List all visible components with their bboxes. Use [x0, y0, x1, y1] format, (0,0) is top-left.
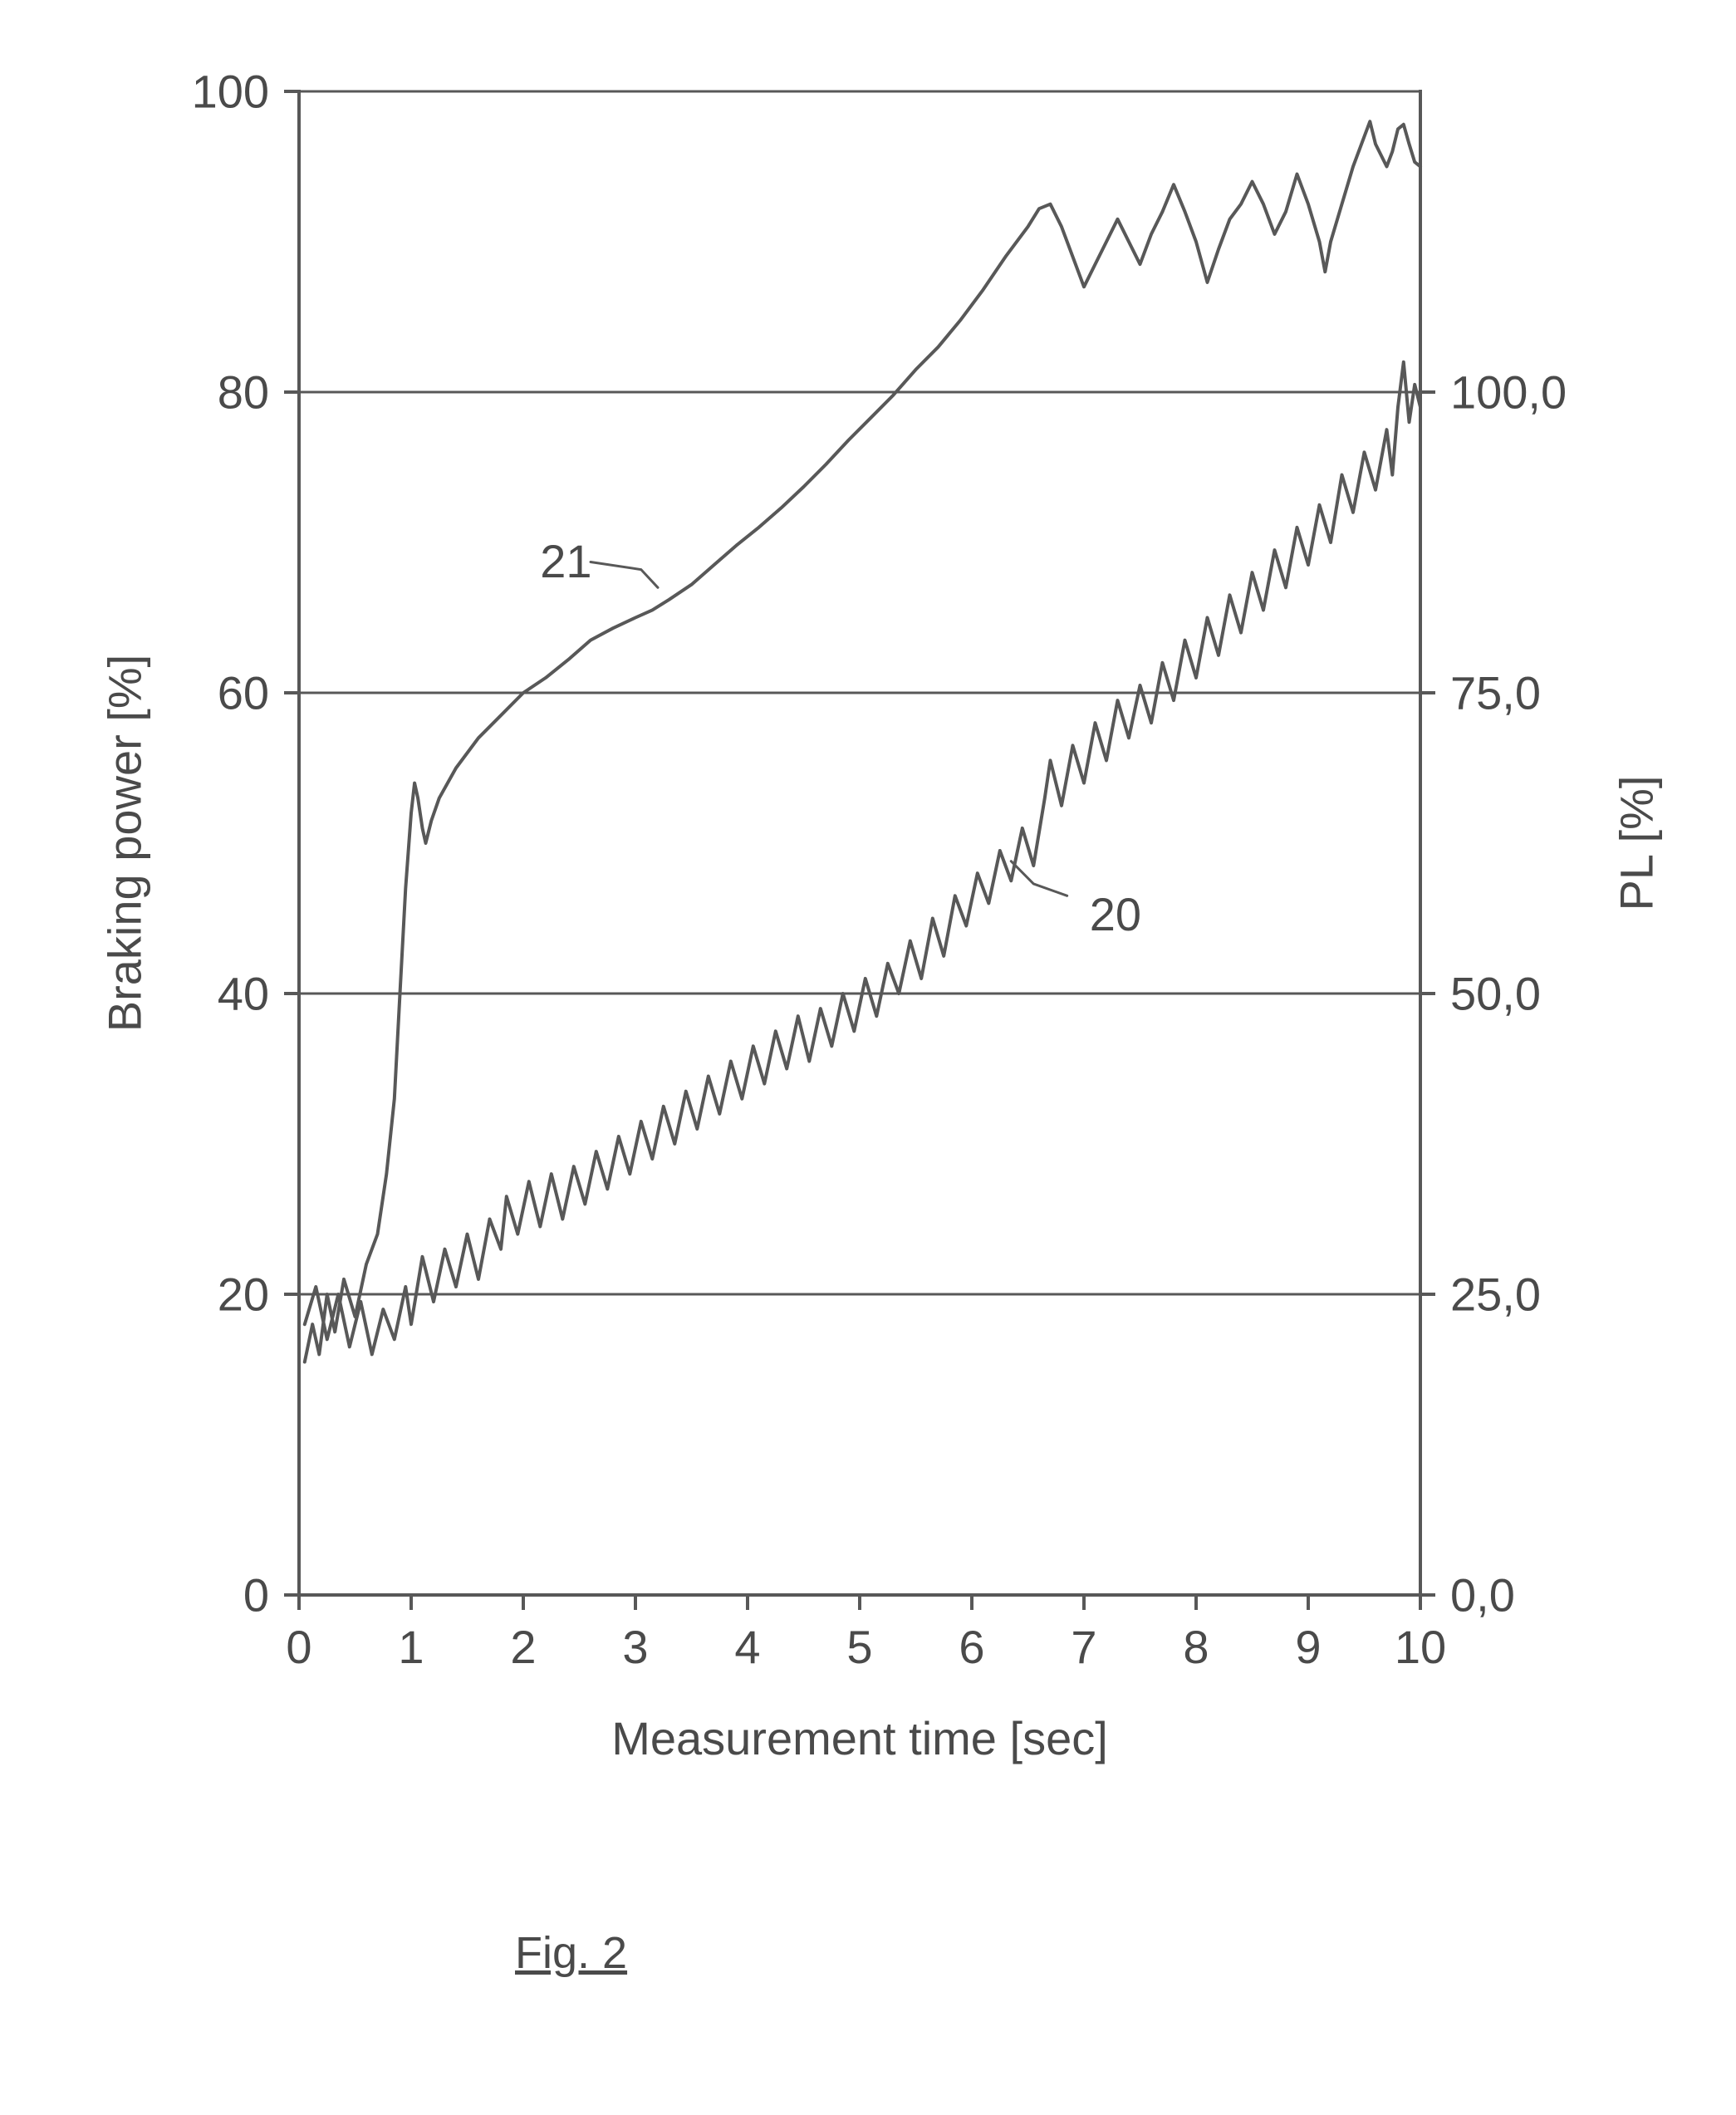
y-right-tick-label: 25,0: [1450, 1268, 1541, 1322]
y-axis-left-label: Braking power [%]: [98, 655, 152, 1032]
x-tick-label: 6: [959, 1620, 984, 1674]
chart-svg: [257, 50, 1711, 1637]
x-tick-label: 9: [1295, 1620, 1321, 1674]
x-tick-label: 10: [1395, 1620, 1446, 1674]
y-left-tick-label: 60: [218, 666, 269, 720]
y-left-tick-label: 40: [218, 967, 269, 1021]
series-21: [305, 121, 1420, 1362]
x-axis-label: Measurement time [sec]: [611, 1711, 1108, 1765]
y-axis-right-label: PL [%]: [1610, 776, 1664, 911]
x-tick-label: 1: [398, 1620, 424, 1674]
series-annotation: 20: [1090, 887, 1141, 941]
series-annotation: 21: [540, 534, 591, 588]
x-tick-label: 3: [622, 1620, 648, 1674]
figure-caption: Fig. 2: [515, 1927, 627, 1979]
series-20: [305, 362, 1420, 1355]
y-left-tick-label: 100: [192, 65, 269, 119]
y-left-tick-label: 0: [243, 1568, 269, 1622]
y-right-tick-label: 0,0: [1450, 1568, 1515, 1622]
x-tick-label: 4: [734, 1620, 760, 1674]
x-tick-label: 0: [286, 1620, 311, 1674]
x-tick-label: 8: [1183, 1620, 1209, 1674]
x-tick-label: 2: [510, 1620, 536, 1674]
y-right-tick-label: 100,0: [1450, 366, 1567, 420]
y-left-tick-label: 80: [218, 366, 269, 420]
y-right-tick-label: 50,0: [1450, 967, 1541, 1021]
x-tick-label: 7: [1071, 1620, 1096, 1674]
y-right-tick-label: 75,0: [1450, 666, 1541, 720]
figure-page: Braking power [%] PL [%] Measurement tim…: [0, 0, 1736, 2115]
x-tick-label: 5: [846, 1620, 872, 1674]
y-left-tick-label: 20: [218, 1268, 269, 1322]
